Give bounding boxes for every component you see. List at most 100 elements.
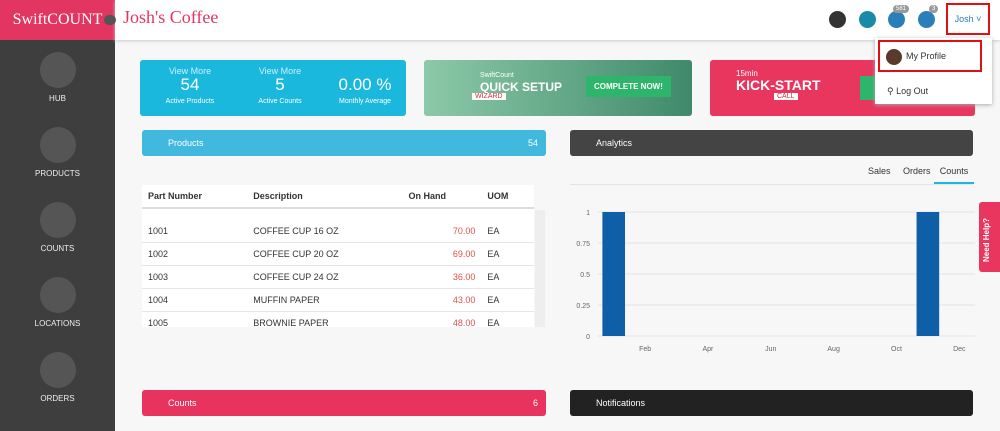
nav-item[interactable]: COUNTS — [0, 202, 115, 253]
column-header[interactable]: UOM — [481, 185, 534, 209]
stat-label: Active Products — [165, 98, 215, 105]
banner-text: 15min — [736, 69, 758, 78]
cell: 1005 — [142, 311, 248, 327]
header-row: Part Number Description On Hand UOM — [142, 185, 534, 209]
complete-button[interactable]: COMPLETE NOW! — [586, 76, 671, 97]
store-title: Josh's Coffee — [123, 7, 219, 27]
user-menu[interactable]: Josh ˅ — [946, 3, 990, 35]
settings-icon[interactable] — [859, 11, 876, 28]
cell: COFFEE CUP 16 OZ — [247, 220, 403, 243]
messages-icon[interactable] — [888, 11, 905, 28]
badge: 3 — [929, 5, 939, 13]
bar — [916, 212, 940, 336]
table-row[interactable]: 1005 BROWNIE PAPER 48.00 EA — [142, 311, 534, 327]
cell: 43.00 — [402, 288, 482, 312]
counts-header: Counts 6 — [142, 390, 546, 416]
y-tick-label: 0 — [586, 334, 590, 341]
nav-label: PRODUCTS — [35, 169, 80, 178]
menu-text: Log Out — [896, 86, 929, 96]
panel-title: Notifications — [596, 398, 646, 408]
x-tick-label: Dec — [953, 346, 966, 353]
logout-item[interactable]: ⚲ Log Out — [887, 86, 929, 96]
nav-item[interactable]: HUB — [0, 52, 115, 103]
stats-card: View More 54 Active Products View More 5… — [140, 60, 406, 116]
cell: 1002 — [142, 242, 248, 266]
cell: COFFEE CUP 24 OZ — [247, 265, 403, 289]
tab[interactable]: Orders — [903, 166, 931, 176]
user-name: Josh — [954, 14, 974, 24]
nav-icon — [39, 202, 76, 238]
cell: 1001 — [142, 220, 248, 243]
bar — [602, 212, 626, 336]
column-header[interactable]: On Hand — [402, 185, 482, 209]
help-tab[interactable]: Need Help? — [979, 202, 1000, 272]
nav-label: ORDERS — [40, 394, 75, 403]
cell: EA — [481, 220, 534, 243]
cell: 70.00 — [402, 220, 482, 243]
cell: MUFFIN PAPER — [247, 288, 403, 312]
cell: EA — [481, 288, 534, 312]
y-tick-label: 1 — [586, 210, 590, 217]
panel-title: Products — [168, 138, 204, 148]
y-tick-label: 0.75 — [576, 241, 590, 248]
x-tick-label: Aug — [827, 346, 840, 353]
badge: 581 — [893, 5, 910, 13]
products-header: Products 54 — [142, 130, 546, 156]
nav-item[interactable]: PRODUCTS — [0, 127, 115, 178]
cell: COFFEE CUP 20 OZ — [247, 242, 403, 266]
link[interactable]: View More — [168, 66, 212, 76]
banner-title: KICK-START — [736, 77, 821, 93]
banner-title: QUICK SETUP — [480, 80, 563, 94]
stat-value: 5 — [275, 75, 285, 94]
tab[interactable]: Sales — [868, 166, 891, 176]
products-table: Part Number Description On Hand UOM 1001 COFF… — [142, 185, 534, 327]
column-header[interactable]: Part Number — [142, 185, 248, 209]
notify-icon[interactable] — [918, 11, 935, 28]
nav-label: HUB — [49, 94, 66, 103]
stat-value: 54 — [180, 75, 200, 94]
nav-icon — [39, 352, 76, 388]
cell: 36.00 — [402, 265, 482, 289]
analytics-header: Analytics — [570, 130, 973, 156]
stat-label: Monthly Average — [338, 98, 391, 105]
x-tick-label: Apr — [703, 346, 715, 353]
table-row[interactable]: 1004 MUFFIN PAPER 43.00 EA — [142, 288, 534, 312]
link[interactable]: View More — [258, 66, 302, 76]
y-tick-label: 0.25 — [576, 303, 590, 310]
divider — [570, 184, 973, 185]
cell: 69.00 — [402, 242, 482, 266]
menu-text: My Profile — [906, 51, 947, 61]
panel-count: 54 — [527, 138, 538, 148]
cell: 48.00 — [402, 311, 482, 327]
profile-item[interactable]: My Profile — [878, 40, 982, 72]
cell: EA — [481, 265, 534, 289]
dropdown: My Profile ⚲ Log Out — [875, 38, 992, 104]
column-header[interactable]: Description — [247, 185, 403, 209]
x-tick-label: Jun — [765, 346, 776, 353]
panel-count: 6 — [532, 398, 538, 408]
table-row[interactable]: 1002 COFFEE CUP 20 OZ 69.00 EA — [142, 242, 534, 266]
scrollbar[interactable] — [535, 210, 545, 327]
y-tick-label: 0.5 — [580, 272, 590, 279]
nav-label: COUNTS — [40, 244, 75, 253]
nav-icon — [39, 277, 76, 313]
download-icon[interactable] — [829, 11, 846, 28]
panel-title: Analytics — [596, 138, 633, 148]
nav-icon — [39, 52, 76, 88]
menu-toggle[interactable] — [104, 15, 116, 25]
table-row[interactable]: 1001 COFFEE CUP 16 OZ 70.00 EA — [142, 220, 534, 243]
analytics-chart: 0 0.25 0.5 0.75 1 Feb Apr Jun Aug Oct Dec — [576, 210, 975, 353]
stat-label: Active Counts — [258, 98, 302, 105]
table-row[interactable]: 1003 COFFEE CUP 24 OZ 36.00 EA — [142, 265, 534, 289]
tab[interactable]: Counts — [934, 166, 974, 184]
cell: EA — [481, 311, 534, 327]
nav-item[interactable]: LOCATIONS — [0, 277, 115, 328]
brand[interactable]: SwiftCOUNT — [0, 0, 115, 40]
setup-banner[interactable]: SwiftCount QUICK SETUP WIZARD COMPLETE N… — [424, 60, 692, 116]
spacer-row — [142, 208, 534, 220]
products-table-wrap: Part Number Description On Hand UOM 1001 COFF… — [142, 185, 534, 327]
panel-title: Counts — [168, 398, 197, 408]
nav-item[interactable]: ORDERS — [0, 352, 115, 403]
cell: BROWNIE PAPER — [247, 311, 403, 327]
